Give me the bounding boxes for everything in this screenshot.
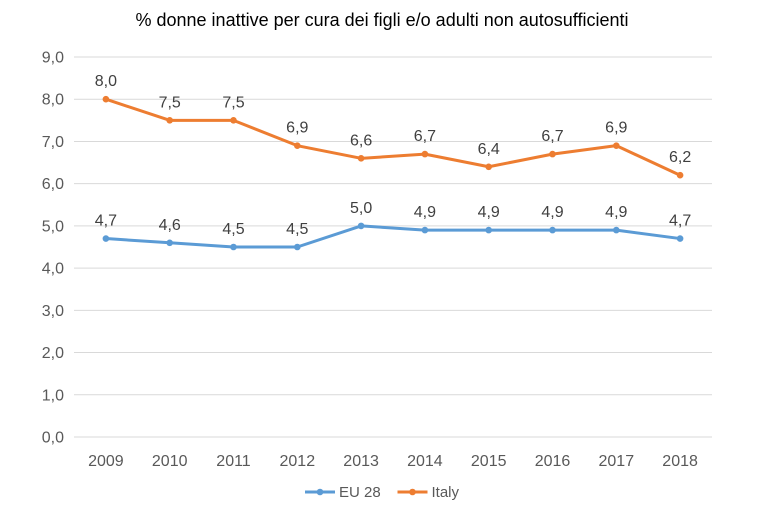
y-tick-label: 8,0 xyxy=(42,92,64,109)
data-point xyxy=(357,155,365,162)
data-label: 4,7 xyxy=(95,213,117,230)
data-point xyxy=(421,226,429,234)
data-point xyxy=(102,95,110,103)
data-label: 4,5 xyxy=(286,221,308,238)
y-tick-label: 5,0 xyxy=(42,218,64,235)
y-axis: 0,0 1,0 2,0 3,0 4,0 5,0 6,0 7,0 8,0 9,0 xyxy=(42,50,64,447)
x-tick-label: 2010 xyxy=(152,453,188,470)
x-tick-label: 2012 xyxy=(280,453,316,470)
y-tick-label: 6,0 xyxy=(42,176,64,193)
legend-label: EU 28 xyxy=(339,484,381,501)
x-tick-label: 2017 xyxy=(599,453,635,470)
data-point xyxy=(485,226,493,234)
data-label: 6,6 xyxy=(350,132,372,149)
x-axis: 2009 2010 2011 2012 2013 2014 2015 2016 2017 2018 xyxy=(88,453,698,470)
data-label: 6,9 xyxy=(286,120,308,137)
x-tick-label: 2015 xyxy=(471,453,507,470)
y-tick-label: 1,0 xyxy=(42,387,64,404)
data-point xyxy=(421,150,429,158)
data-point xyxy=(294,243,301,251)
data-label: 8,0 xyxy=(95,73,117,90)
legend-marker xyxy=(316,488,324,496)
x-tick-label: 2013 xyxy=(343,453,379,470)
data-point xyxy=(357,222,365,230)
legend-item: EU 28 xyxy=(305,484,381,501)
data-label: 7,5 xyxy=(222,94,244,111)
x-tick-label: 2018 xyxy=(662,453,698,470)
y-tick-label: 2,0 xyxy=(42,345,64,362)
data-point xyxy=(230,243,237,251)
x-tick-label: 2016 xyxy=(535,453,571,470)
legend: EU 28 Italy xyxy=(305,484,460,501)
data-label: 7,5 xyxy=(159,94,181,111)
data-label: 4,9 xyxy=(605,204,627,221)
data-label: 4,9 xyxy=(478,204,500,221)
series-eu-28 xyxy=(102,222,684,251)
y-tick-label: 7,0 xyxy=(42,134,64,151)
data-label: 4,9 xyxy=(541,204,563,221)
data-point xyxy=(549,226,556,234)
data-point xyxy=(166,239,173,247)
data-label: 4,7 xyxy=(669,213,691,230)
data-label: 4,5 xyxy=(222,221,244,238)
data-label: 6,7 xyxy=(414,128,436,145)
data-label: 6,9 xyxy=(605,120,627,137)
data-label: 6,2 xyxy=(669,149,691,166)
data-label: 5,0 xyxy=(350,200,372,217)
data-point xyxy=(294,142,301,149)
data-point xyxy=(676,235,684,242)
data-point xyxy=(549,150,556,158)
chart-title: % donne inattive per cura dei figli e/o … xyxy=(136,10,629,30)
y-tick-label: 9,0 xyxy=(42,50,64,67)
x-tick-label: 2014 xyxy=(407,453,443,470)
legend-marker xyxy=(409,488,416,496)
series-line xyxy=(104,224,682,249)
data-point xyxy=(102,235,110,242)
data-label: 6,7 xyxy=(541,128,563,145)
series-layer xyxy=(102,95,684,251)
y-tick-label: 4,0 xyxy=(42,261,64,278)
data-labels: 4,7 4,6 4,5 4,5 5,0 4,9 4,9 4,9 4,9 4,7 8,0 7,5 7,5 6… xyxy=(95,73,692,238)
data-point xyxy=(230,117,237,124)
gridlines xyxy=(74,56,712,438)
data-point xyxy=(485,163,493,171)
data-label: 4,6 xyxy=(159,217,181,234)
y-tick-label: 3,0 xyxy=(42,303,64,320)
x-tick-label: 2009 xyxy=(88,453,124,470)
data-point xyxy=(613,142,620,149)
y-tick-label: 0,0 xyxy=(42,430,64,447)
data-label: 6,4 xyxy=(478,141,500,158)
data-point xyxy=(676,171,684,179)
x-tick-label: 2011 xyxy=(216,453,251,470)
legend-label: Italy xyxy=(432,484,460,501)
legend-item: Italy xyxy=(397,484,460,501)
data-point xyxy=(613,226,620,234)
data-label: 4,9 xyxy=(414,204,436,221)
data-point xyxy=(166,117,173,124)
series-italy xyxy=(102,95,684,179)
series-line xyxy=(104,97,682,177)
